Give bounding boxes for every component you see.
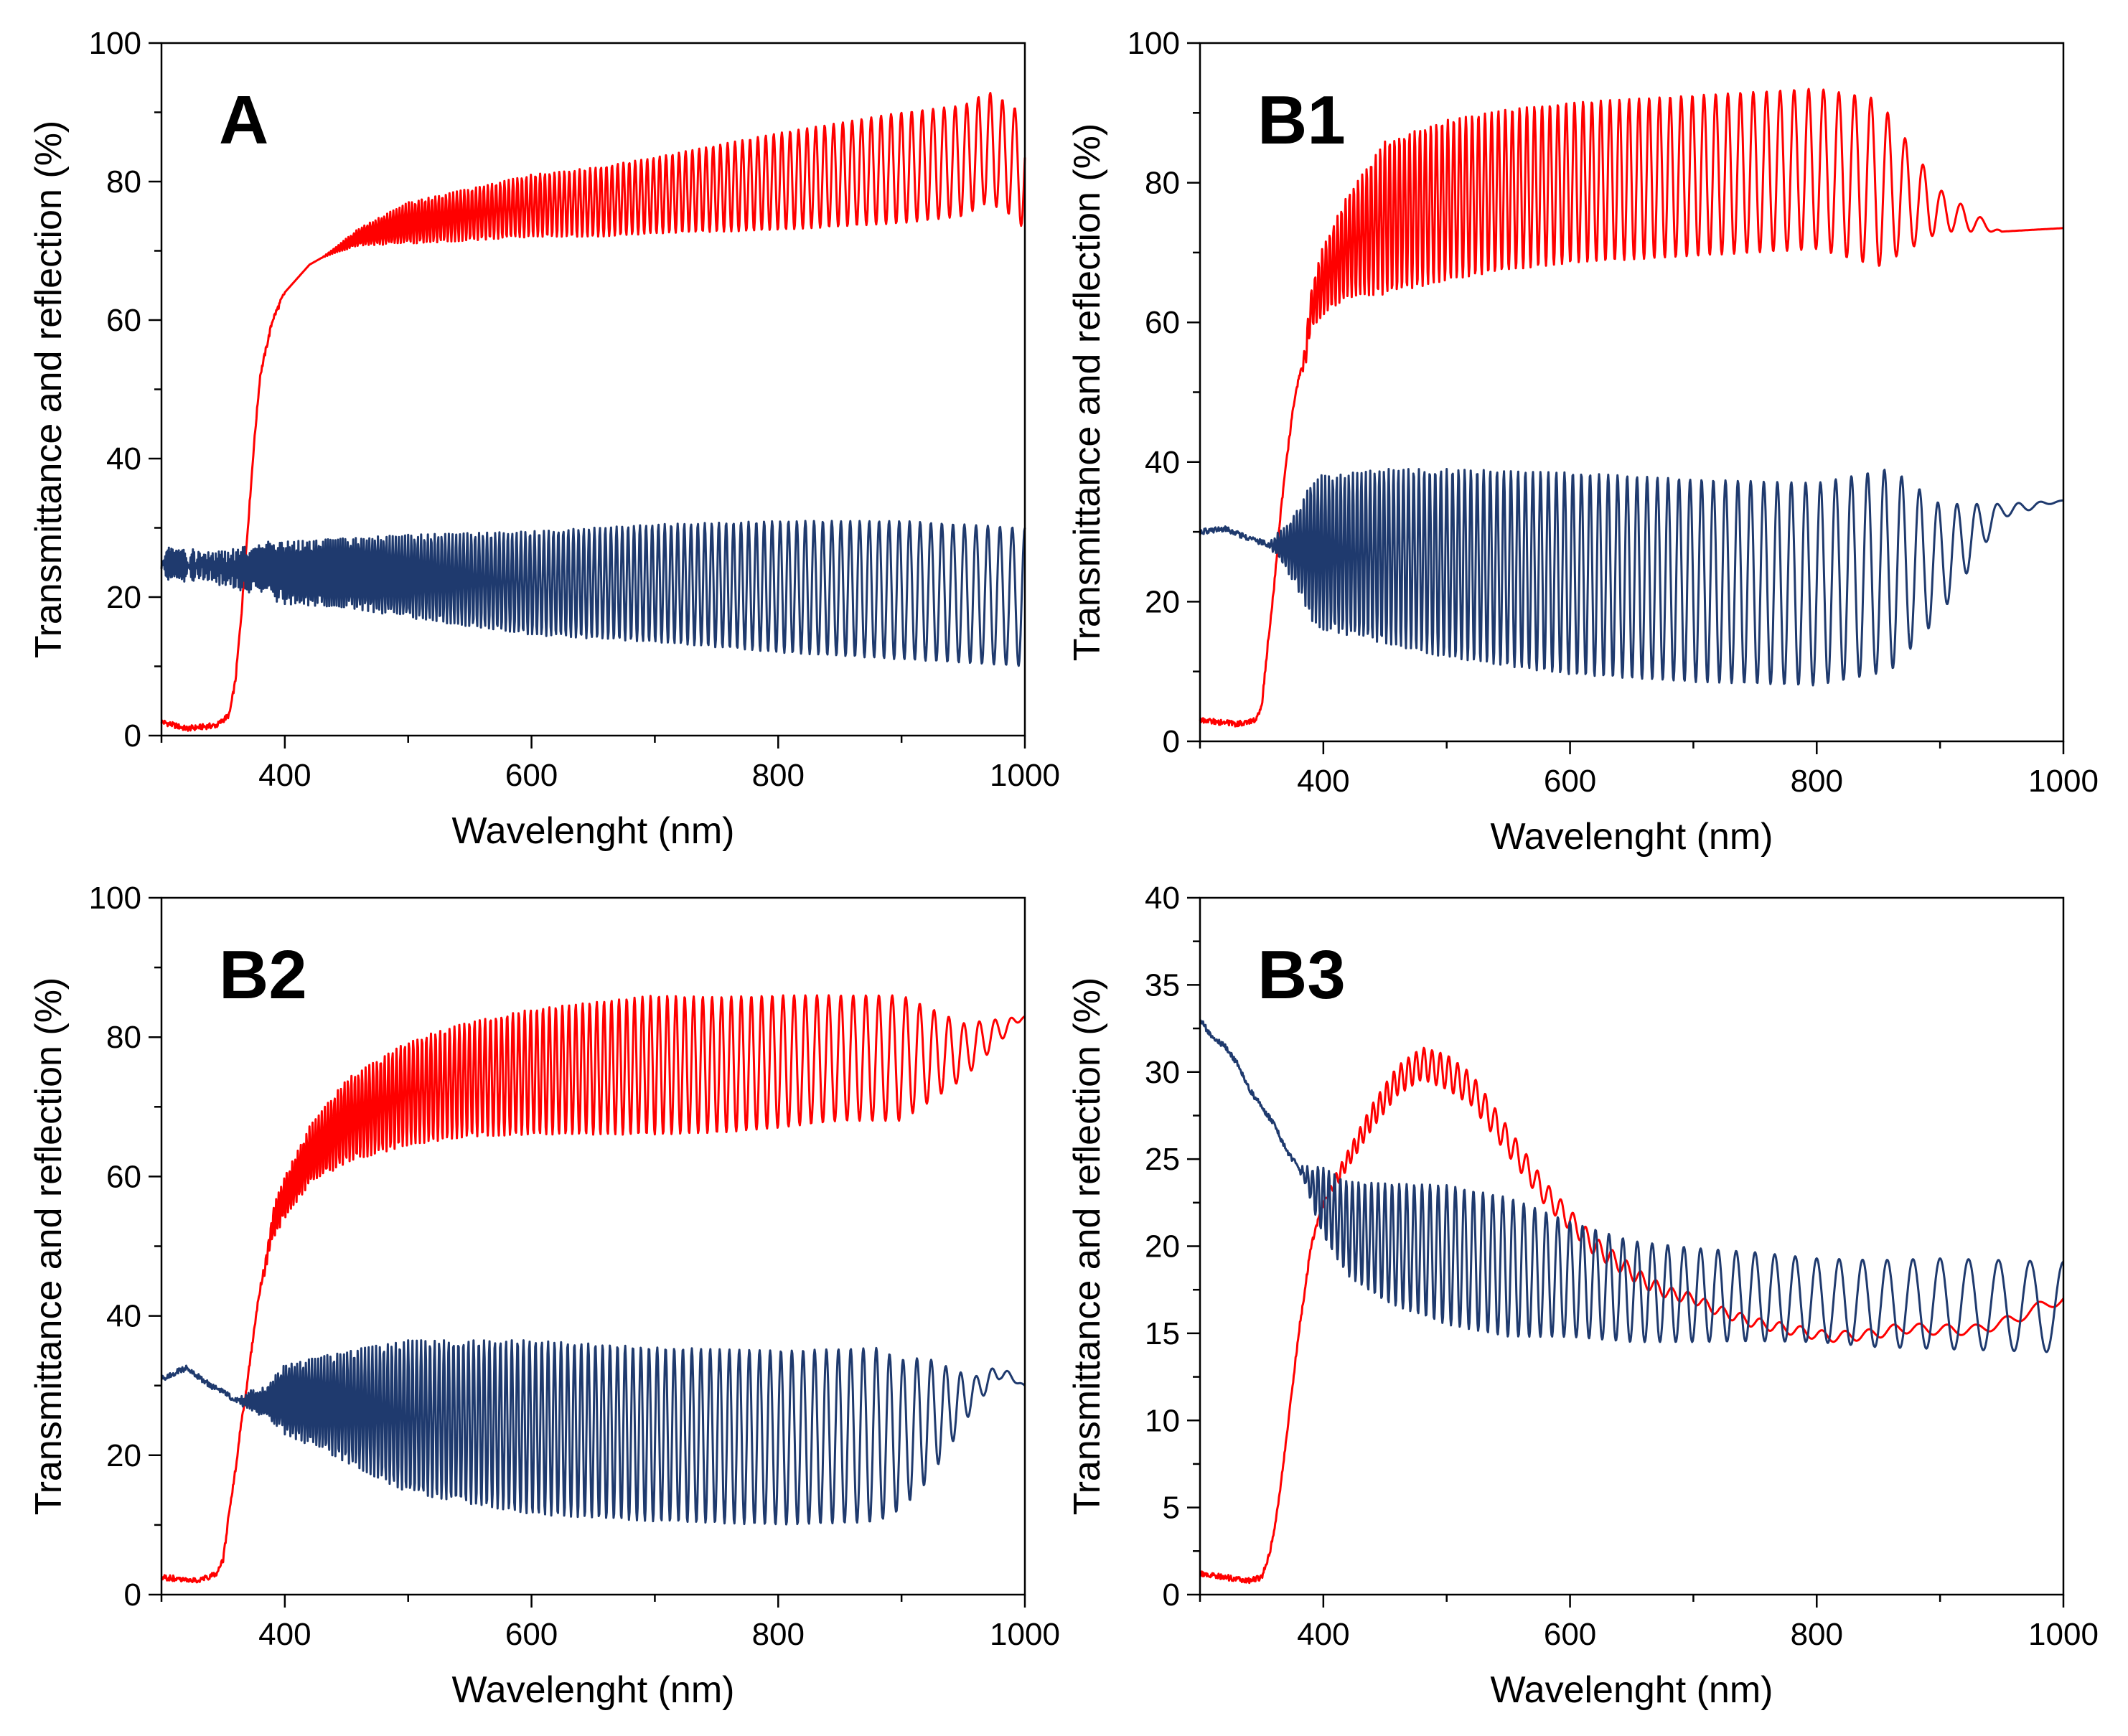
panel-label: A <box>219 82 268 159</box>
x-tick-label: 1000 <box>2028 764 2099 799</box>
y-tick-label: 60 <box>106 1159 141 1194</box>
series-line-reflection <box>161 1339 1026 1526</box>
y-tick-label: 25 <box>1145 1142 1180 1177</box>
x-axis-label: Wavelenght (nm) <box>452 810 735 852</box>
chart-panel-b1: 400 600 800 1000 0 20 40 60 80 100 Wavelenght (nm)… <box>1067 26 2099 858</box>
x-axis-label: Wavelenght (nm) <box>1491 1669 1773 1711</box>
chart-panel-b2: 400 600 800 1000 0 20 40 60 80 100 Wavelenght (nm)… <box>28 881 1060 1711</box>
y-tick-label: 35 <box>1145 967 1180 1003</box>
y-tick-label: 80 <box>106 164 141 200</box>
x-tick-label: 600 <box>1544 764 1596 799</box>
series-line-transmittance <box>1199 88 2064 728</box>
x-tick-label: 800 <box>752 1617 805 1652</box>
y-tick-label: 20 <box>106 1438 141 1473</box>
y-tick-label: 40 <box>1145 881 1180 916</box>
x-tick-label: 800 <box>1791 1617 1843 1652</box>
x-tick-label: 800 <box>1791 764 1843 799</box>
y-axis-label: Transmittance and reflection (%) <box>1067 123 1108 661</box>
series-line-reflection <box>1199 468 2064 687</box>
x-tick-label: 1000 <box>2028 1617 2099 1652</box>
x-tick-label: 800 <box>752 758 805 793</box>
x-axis-label: Wavelenght (nm) <box>452 1669 735 1711</box>
x-axis-label: Wavelenght (nm) <box>1491 816 1773 858</box>
x-tick-label: 1000 <box>990 758 1060 793</box>
series-line-reflection <box>160 520 1026 667</box>
y-tick-label: 80 <box>106 1020 141 1055</box>
y-tick-label: 0 <box>1163 1577 1180 1613</box>
y-tick-label: 0 <box>1163 724 1180 759</box>
x-tick-label: 400 <box>258 758 311 793</box>
y-tick-label: 100 <box>1128 26 1180 61</box>
y-tick-label: 40 <box>106 441 141 477</box>
y-axis-label: Transmittance and reflection (%) <box>1067 977 1108 1515</box>
y-tick-label: 40 <box>1145 445 1180 480</box>
y-tick-label: 20 <box>1145 584 1180 619</box>
y-tick-label: 30 <box>1145 1055 1180 1090</box>
y-axis-label: Transmittance and reflection (%) <box>28 121 70 658</box>
x-tick-label: 600 <box>505 1617 558 1652</box>
x-tick-label: 600 <box>1544 1617 1596 1652</box>
series-line-reflection <box>1199 1019 2064 1353</box>
y-tick-label: 100 <box>89 881 141 916</box>
y-tick-label: 20 <box>1145 1229 1180 1265</box>
panel-label: B3 <box>1257 937 1346 1013</box>
y-tick-label: 15 <box>1145 1316 1180 1351</box>
x-tick-label: 400 <box>1297 764 1349 799</box>
y-tick-label: 0 <box>124 1577 141 1613</box>
y-tick-label: 10 <box>1145 1403 1180 1438</box>
series-line-transmittance <box>1199 1046 2065 1585</box>
series-line-transmittance <box>160 92 1026 732</box>
y-tick-label: 100 <box>89 26 141 61</box>
y-tick-label: 5 <box>1163 1491 1180 1526</box>
series-line-transmittance <box>160 994 1026 1584</box>
x-tick-label: 400 <box>1297 1617 1349 1652</box>
y-axis-label: Transmittance and reflection (%) <box>28 977 70 1515</box>
y-tick-label: 60 <box>1145 305 1180 340</box>
y-tick-label: 0 <box>124 718 141 754</box>
y-tick-label: 20 <box>106 580 141 615</box>
y-tick-label: 80 <box>1145 166 1180 201</box>
x-tick-label: 1000 <box>990 1617 1060 1652</box>
y-tick-label: 40 <box>106 1299 141 1334</box>
panel-label: B2 <box>219 937 307 1013</box>
chart-panel-b3: 400 600 800 1000 0 5 10 15 20 25 30 35 40 Wavelenght … <box>1067 881 2099 1711</box>
y-tick-label: 60 <box>106 303 141 338</box>
chart-panel-a: 400 600 800 1000 0 20 40 60 80 100 Wavelenght (nm)… <box>28 26 1060 852</box>
x-tick-label: 400 <box>258 1617 311 1652</box>
panel-label: B1 <box>1257 82 1346 159</box>
x-tick-label: 600 <box>505 758 558 793</box>
